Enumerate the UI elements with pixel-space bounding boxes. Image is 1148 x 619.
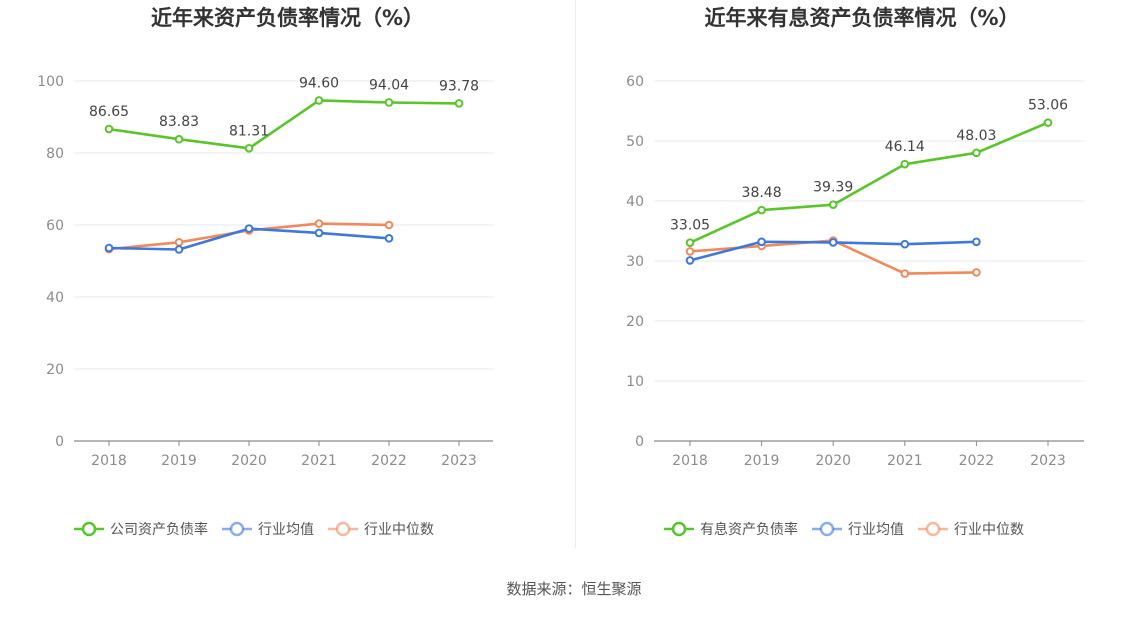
data-point [174, 134, 184, 144]
data-point [384, 98, 394, 107]
legend-label: 行业均值 [258, 522, 314, 538]
legend-swatch-icon [918, 521, 948, 537]
y-tick-label: 20 [626, 314, 644, 330]
data-point [314, 96, 324, 105]
y-tick-label: 60 [626, 74, 644, 90]
data-point [685, 256, 695, 265]
legend-swatch-icon [222, 521, 252, 537]
data-source-text: 数据来源：恒生聚源 [506, 580, 642, 598]
data-label: 81.31 [229, 123, 269, 139]
data-point [244, 224, 254, 233]
data-point [104, 243, 114, 253]
data-point [244, 143, 254, 153]
x-tick-label: 2021 [887, 453, 923, 469]
x-tick-label: 2019 [161, 453, 197, 469]
x-tick-label: 2018 [91, 453, 127, 469]
data-point [900, 239, 910, 249]
series-line [689, 121, 1049, 244]
data-point [900, 159, 910, 169]
legend-swatch-icon [812, 521, 842, 537]
legend-label: 行业均值 [848, 522, 904, 538]
data-point [757, 237, 766, 247]
y-tick-label: 0 [635, 434, 644, 450]
data-label: 53.06 [1028, 98, 1068, 114]
legend-left: 公司资产负债率 行业均值 行业中位数 [74, 516, 448, 542]
data-label: 39.39 [813, 180, 853, 196]
data-point [757, 205, 766, 215]
data-point [314, 228, 324, 238]
y-tick-label: 30 [626, 254, 644, 270]
y-tick-label: 20 [46, 362, 64, 378]
x-tick-label: 2020 [231, 453, 267, 469]
data-label: 38.48 [742, 185, 782, 201]
y-tick-label: 10 [626, 374, 644, 390]
data-point [972, 148, 981, 158]
legend-label: 公司资产负债率 [110, 522, 208, 538]
data-label: 93.78 [439, 78, 479, 94]
chart-left: 0 20 40 60 80 100 2018 2019 2020 2021 2022 2023 86.6… [37, 74, 493, 469]
data-point [454, 99, 464, 108]
x-tick-label: 2023 [1030, 453, 1066, 469]
legend-label: 行业中位数 [364, 522, 434, 538]
chart-title-left: 近年来资产负债率情况（%） [150, 6, 425, 30]
data-label: 86.65 [89, 104, 129, 120]
chart-right: 0 10 20 30 40 50 60 2018 2019 2020 2021 2022 2023 33.… [626, 74, 1084, 469]
data-point [828, 200, 838, 209]
legend-item[interactable]: 行业均值 [222, 519, 314, 539]
legend-item[interactable]: 行业中位数 [918, 519, 1024, 539]
data-point [174, 245, 184, 254]
legend-label: 有息资产负债率 [700, 522, 798, 538]
data-label: 94.04 [369, 77, 409, 93]
data-label: 94.60 [299, 75, 339, 91]
legend-swatch-icon [74, 521, 104, 537]
legend-swatch-icon [328, 521, 358, 537]
data-point [900, 269, 910, 278]
x-tick-label: 2018 [672, 453, 708, 469]
x-tick-label: 2023 [441, 453, 477, 469]
legend-label: 行业中位数 [954, 522, 1024, 538]
data-point [1043, 118, 1053, 127]
data-point [384, 220, 394, 230]
legend-right: 有息资产负债率 行业均值 行业中位数 [664, 516, 1038, 542]
y-tick-label: 60 [46, 218, 64, 234]
x-tick-label: 2019 [744, 453, 780, 469]
data-point [972, 237, 981, 247]
legend-swatch-icon [664, 521, 694, 537]
data-point [685, 247, 695, 256]
y-tick-label: 80 [46, 146, 64, 162]
y-tick-label: 50 [626, 134, 644, 150]
legend-item[interactable]: 行业中位数 [328, 519, 434, 539]
y-tick-label: 40 [46, 290, 64, 306]
x-tick-label: 2022 [371, 453, 407, 469]
data-point [104, 124, 114, 134]
data-point [828, 238, 838, 247]
data-point [314, 219, 324, 228]
data-label: 46.14 [885, 139, 925, 155]
legend-item[interactable]: 公司资产负债率 [74, 519, 208, 539]
data-point [384, 234, 394, 243]
data-label: 83.83 [159, 114, 199, 130]
data-point [972, 268, 981, 277]
y-tick-label: 0 [55, 434, 64, 450]
y-tick-label: 100 [37, 74, 64, 90]
series-line [108, 99, 460, 150]
x-tick-label: 2021 [301, 453, 337, 469]
chart-title-right: 近年来有息资产负债率情况（%） [704, 6, 1020, 30]
data-point [685, 238, 695, 247]
data-point [174, 237, 184, 247]
x-tick-label: 2022 [959, 453, 995, 469]
y-tick-label: 40 [626, 194, 644, 210]
x-tick-label: 2020 [815, 453, 851, 469]
chart-divider [575, 0, 576, 548]
legend-item[interactable]: 有息资产负债率 [664, 519, 798, 539]
data-label: 48.03 [956, 128, 996, 144]
data-label: 33.05 [670, 218, 710, 234]
legend-item[interactable]: 行业均值 [812, 519, 904, 539]
